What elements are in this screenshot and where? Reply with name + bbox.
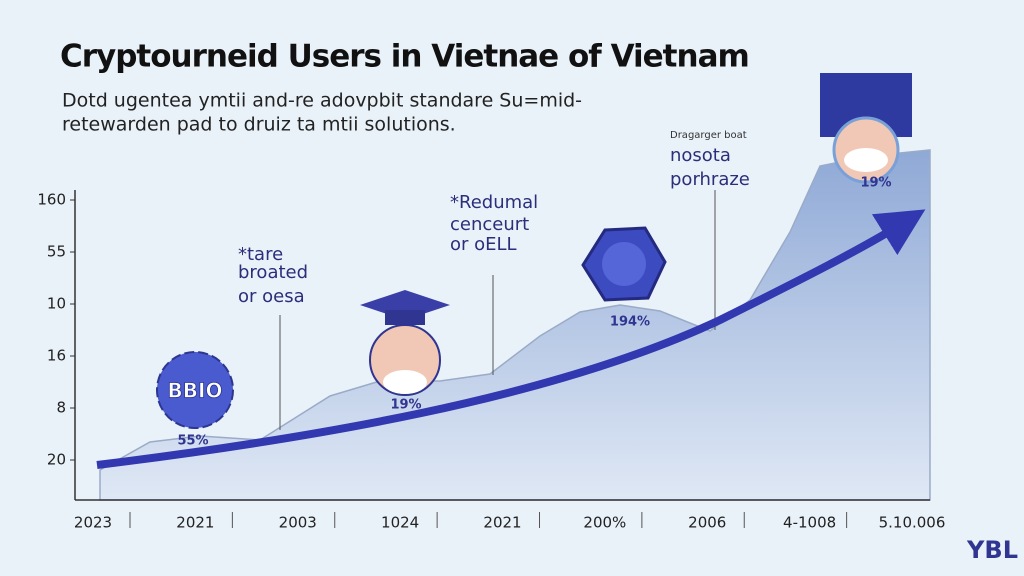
annotation-text: broated bbox=[238, 262, 308, 283]
annotation-text: porhraze bbox=[670, 169, 750, 190]
y-label: 20 bbox=[47, 451, 66, 469]
x-label: 2023 bbox=[74, 514, 112, 532]
annotation: *tare broated or oesa *Redumal cenceurt … bbox=[238, 130, 750, 307]
badge: 194% bbox=[581, 226, 667, 330]
x-label: 200% bbox=[583, 514, 626, 532]
trend-arrow bbox=[96, 209, 926, 469]
subtitle: Dotd ugentea ymtii and-re adovpbit stand… bbox=[62, 90, 582, 112]
x-label: 2003 bbox=[279, 514, 317, 532]
y-label: 55 bbox=[47, 243, 66, 261]
x-label: 2021 bbox=[483, 514, 521, 532]
badge-value: 19% bbox=[390, 398, 421, 413]
badge-value: 55% bbox=[177, 434, 208, 449]
annotation-text: *tare bbox=[238, 244, 283, 265]
y-label: 10 bbox=[47, 295, 66, 313]
badge-value: 194% bbox=[610, 315, 650, 330]
annotation-text: *Redumal bbox=[450, 192, 538, 213]
y-label: 160 bbox=[37, 191, 66, 209]
x-label: 1024 bbox=[381, 514, 419, 532]
y-label: 16 bbox=[47, 347, 66, 365]
x-label: 2006 bbox=[688, 514, 726, 532]
annotation-text: Dragarger boat bbox=[670, 130, 747, 141]
annotation-text: or oesa bbox=[238, 286, 305, 307]
x-label: 5.10.006 bbox=[879, 514, 946, 532]
badge: 19% bbox=[820, 73, 912, 191]
x-label: 2021 bbox=[176, 514, 214, 532]
y-label: 8 bbox=[56, 399, 66, 417]
brand: YBL bbox=[966, 536, 1018, 564]
badge-value: 19% bbox=[860, 176, 891, 191]
annotation-text: cenceurt bbox=[450, 214, 529, 235]
title: Cryptourneid Users in Vietnae of Vietnam bbox=[60, 39, 749, 75]
annotation-text: nosota bbox=[670, 145, 731, 166]
badge: 19% bbox=[360, 290, 450, 413]
badge-label: BBIO bbox=[168, 379, 223, 403]
subtitle: retewarden pad to druiz ta mtii solution… bbox=[62, 114, 456, 136]
annotation-text: or oELL bbox=[450, 234, 517, 255]
badge: BBIO 55% bbox=[156, 351, 234, 449]
x-label: 4-1008 bbox=[783, 514, 836, 532]
area bbox=[99, 149, 931, 501]
